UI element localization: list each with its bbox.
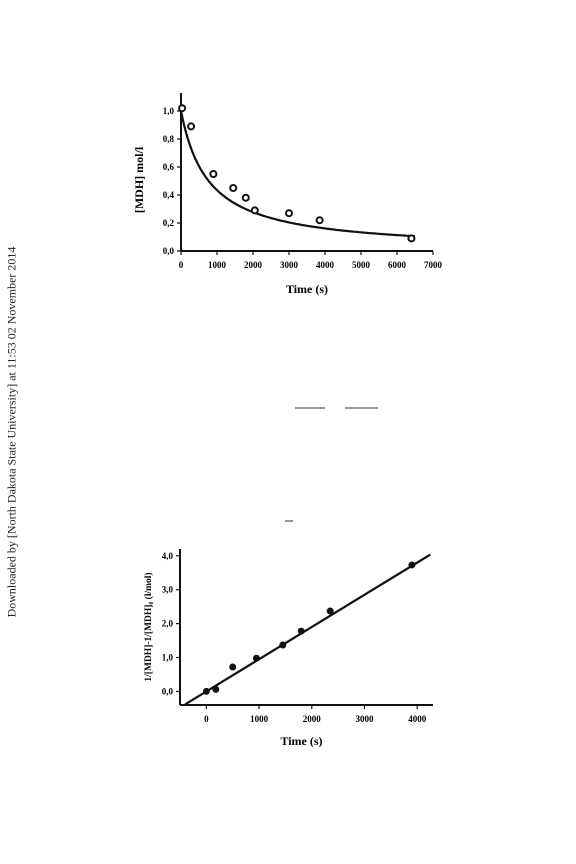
data-point	[229, 184, 238, 192]
fit-line	[184, 553, 431, 706]
x-axis-label: Time (s)	[280, 734, 322, 748]
x-tick-label: 2000	[303, 714, 322, 724]
fit-curve	[179, 110, 416, 238]
y-axis-label: [MDH] mol/l	[132, 146, 146, 213]
y-tick-label: 0,8	[163, 134, 175, 144]
data-point	[252, 654, 260, 662]
x-tick-label: 6000	[388, 260, 407, 270]
data-point	[285, 209, 293, 218]
data-point	[229, 663, 237, 671]
data-point	[408, 561, 416, 569]
x-tick-label: 3000	[355, 714, 374, 724]
y-axis-label: 1/[MDH]-1/[MDH]₀ (l/mol)	[143, 572, 154, 681]
y-tick-label: 2,0	[162, 619, 174, 629]
y-tick-label: 0,4	[163, 190, 175, 200]
y-tick-label: 0,0	[162, 686, 174, 696]
data-point	[250, 206, 259, 215]
data-point	[297, 627, 305, 635]
y-tick-label: 4,0	[162, 551, 174, 561]
data-point	[212, 685, 220, 693]
x-tick-label: 7000	[424, 260, 443, 270]
x-tick-label: 0	[179, 260, 184, 270]
y-tick-label: 0,0	[163, 246, 175, 256]
x-tick-label: 1000	[208, 260, 227, 270]
x-tick-label: 3000	[280, 260, 299, 270]
x-tick-label: 4000	[408, 714, 427, 724]
x-tick-label: 4000	[316, 260, 335, 270]
data-point	[178, 104, 187, 113]
data-point	[279, 641, 287, 649]
y-tick-label: 0,6	[163, 162, 175, 172]
data-point	[326, 607, 334, 615]
y-tick-label: 3,0	[162, 585, 174, 595]
x-tick-label: 2000	[244, 260, 263, 270]
data-point	[209, 170, 218, 178]
data-point	[241, 193, 250, 202]
x-tick-label: 1000	[250, 714, 269, 724]
data-point	[187, 122, 196, 131]
y-tick-label: 0,2	[163, 218, 175, 228]
data-point	[315, 216, 324, 225]
data-point	[407, 234, 416, 243]
x-axis-label: Time (s)	[286, 282, 328, 296]
y-tick-label: 1,0	[162, 653, 174, 663]
x-tick-label: 5000	[352, 260, 371, 270]
y-tick-label: 1,0	[163, 106, 175, 116]
x-tick-label: 0	[204, 714, 209, 724]
data-point	[202, 687, 210, 695]
